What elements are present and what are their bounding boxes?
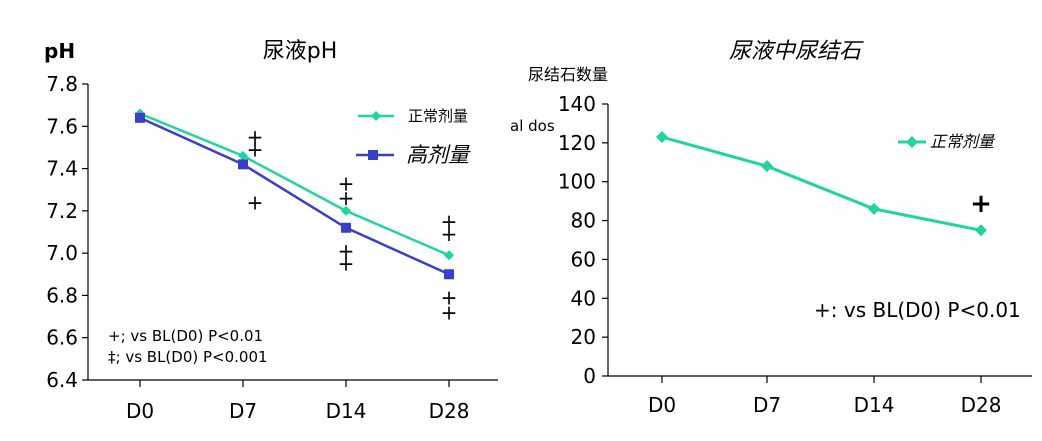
chart2-y-tick-label: 100 <box>558 170 596 194</box>
chart1-x-tick-label: D28 <box>429 399 470 423</box>
chart1-y-tick-label: 6.4 <box>46 368 78 392</box>
chart2-x-tick-label: D0 <box>648 393 676 417</box>
chart2-title: 尿液中尿结石 <box>729 39 864 64</box>
chart1-y-tick-label: 7.2 <box>46 199 78 223</box>
chart1-series-point <box>238 159 248 170</box>
chart1-legend-label-high: 高剂量 <box>406 143 471 167</box>
chart2-y-tick-label: 140 <box>558 92 596 116</box>
chart1-title: 尿液pH <box>263 39 338 64</box>
chart1-x-tick-label: D0 <box>126 399 154 423</box>
chart1-significance-marks: +++++++++++ <box>247 125 458 324</box>
chart1-significance-mark: + <box>247 125 264 149</box>
chart1-significance-mark: + <box>338 252 355 276</box>
chart2-legend-label-normal: 正常剂量 <box>930 132 996 151</box>
chart1-y-tick-label: 6.8 <box>46 283 78 307</box>
legend-marker-normal <box>371 111 381 121</box>
chart2-series-point <box>656 131 668 144</box>
chart2-series-line-0 <box>661 135 982 232</box>
chart1-footnote-2: ‡; vs BL(D0) P<0.001 <box>108 348 268 366</box>
chart2-x-tick-label: D14 <box>854 393 895 417</box>
chart2-y-tick-label: 120 <box>558 131 596 155</box>
chart2-ylabel: 尿结石数量 <box>528 65 608 84</box>
chart2-series-point <box>761 160 773 173</box>
chart1-significance-mark: + <box>247 190 264 214</box>
chart2-significance-marks: + <box>970 189 992 219</box>
chart1-significance-mark: + <box>338 186 355 210</box>
chart1-series-point <box>238 150 248 161</box>
chart1-series-point <box>341 222 351 233</box>
chart2-y-tick-label: 80 <box>571 209 596 233</box>
chart1-significance-mark: + <box>338 171 355 195</box>
chart1-y-tick-label: 7.4 <box>46 157 78 181</box>
chart1-series-point <box>135 112 145 123</box>
chart2-series <box>656 131 987 237</box>
chart2-y-tick-label: 60 <box>571 247 596 271</box>
chart2-x-tick-label: D7 <box>753 393 781 417</box>
chart1-significance-mark: + <box>338 239 355 263</box>
chart1-legend: 正常剂量 高剂量 <box>356 107 471 167</box>
chart2-y-tick-label: 20 <box>571 325 596 349</box>
chart-urine-ph: 尿液pH pH 6.4 6.6 6.8 7.0 7.2 7.4 7.6 7.8 D0 D7 D14… <box>44 39 498 423</box>
chart1-significance-mark: + <box>441 222 458 246</box>
chart1-series-point <box>341 205 351 216</box>
chart2-series-point <box>975 224 987 237</box>
chart1-ylabel: pH <box>44 39 75 63</box>
chart1-series-line-0 <box>139 112 450 257</box>
chart1-series-line-1 <box>139 116 450 276</box>
chart2-series-point <box>868 202 880 215</box>
chart1-series <box>135 108 454 280</box>
chart2-legend-item-normal: 正常剂量 <box>898 132 996 151</box>
chart1-x-ticks: D0 D7 D14 D28 <box>126 380 469 423</box>
chart2-legend-marker-normal <box>906 136 918 148</box>
chart2-stray-text: al dos <box>510 117 555 135</box>
chart1-legend-item-normal: 正常剂量 <box>358 107 468 125</box>
chart1-x-tick-label: D7 <box>229 399 257 423</box>
chart2-y-ticks: 0 20 40 60 80 100 120 140 <box>558 92 608 388</box>
chart2-y-tick-label: 40 <box>571 286 596 310</box>
chart1-significance-mark: + <box>441 209 458 233</box>
chart1-significance-mark: + <box>441 300 458 324</box>
chart2-y-tick-label: 0 <box>583 364 596 388</box>
chart2-legend: 正常剂量 <box>898 132 996 151</box>
chart2-x-ticks: D0 D7 D14 D28 <box>648 376 1001 417</box>
chart1-series-point <box>444 250 454 261</box>
chart1-y-tick-label: 7.8 <box>46 72 78 96</box>
chart1-y-tick-label: 6.6 <box>46 326 78 350</box>
chart2-x-tick-label: D28 <box>961 393 1002 417</box>
chart1-y-ticks: 6.4 6.6 6.8 7.0 7.2 7.4 7.6 7.8 <box>46 72 88 392</box>
chart1-y-tick-label: 7.6 <box>46 114 78 138</box>
chart1-series-point <box>444 269 454 280</box>
chart1-y-tick-label: 7.0 <box>46 241 78 265</box>
chart1-footnote-1: +; vs BL(D0) P<0.01 <box>108 327 263 345</box>
legend-marker-high <box>368 150 378 160</box>
chart-urine-stones: 尿液中尿结石 尿结石数量 al dos 0 20 40 60 80 100 120 140 D… <box>510 39 1032 417</box>
chart2-significance-mark: + <box>970 189 992 219</box>
chart2-footnote-1: +: vs BL(D0) P<0.01 <box>814 298 1021 322</box>
chart1-significance-mark: + <box>247 138 264 162</box>
chart1-legend-item-high: 高剂量 <box>356 143 471 167</box>
chart1-x-tick-label: D14 <box>326 399 367 423</box>
chart1-legend-label-normal: 正常剂量 <box>408 107 468 125</box>
chart1-significance-mark: + <box>441 286 458 310</box>
